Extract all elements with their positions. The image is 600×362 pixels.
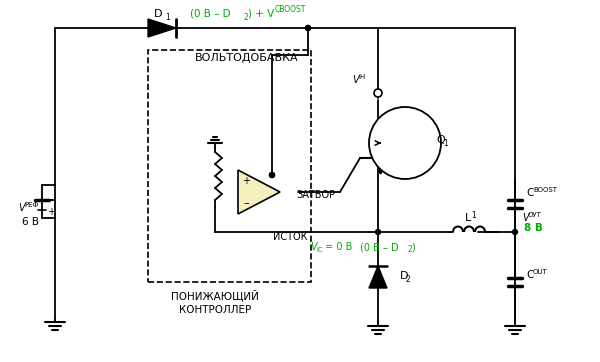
Text: ВОЛЬТОДОБАВКА: ВОЛЬТОДОБАВКА (195, 53, 299, 63)
Circle shape (305, 25, 311, 30)
Text: 2: 2 (406, 274, 411, 283)
Text: V: V (310, 242, 317, 252)
Text: C: C (526, 270, 533, 280)
Circle shape (369, 107, 441, 179)
Text: D: D (400, 271, 409, 281)
Circle shape (269, 173, 275, 177)
Text: Q: Q (436, 135, 445, 145)
Text: +: + (47, 207, 55, 217)
Text: ІН: ІН (358, 74, 365, 80)
Text: CBOOST: CBOOST (275, 5, 307, 14)
Polygon shape (148, 19, 176, 37)
Circle shape (374, 89, 382, 97)
Text: РЕФ: РЕФ (24, 202, 38, 208)
Text: ОУТ: ОУТ (528, 212, 542, 218)
Text: ЗАТВОР: ЗАТВОР (296, 190, 335, 200)
Text: L: L (465, 213, 471, 223)
Text: 1: 1 (471, 210, 476, 219)
Text: 1: 1 (165, 13, 170, 21)
Circle shape (376, 230, 380, 235)
Text: –: – (243, 198, 249, 208)
Text: 2: 2 (407, 245, 412, 254)
Text: 1: 1 (443, 139, 448, 147)
Text: КОНТРОЛЛЕР: КОНТРОЛЛЕР (179, 305, 251, 315)
Text: (0 В – D: (0 В – D (360, 242, 398, 252)
Text: ПОНИЖАЮЩИЙ: ПОНИЖАЮЩИЙ (171, 289, 259, 301)
Polygon shape (369, 266, 387, 288)
Circle shape (305, 25, 311, 30)
Text: D: D (154, 9, 162, 19)
Text: 6 В: 6 В (22, 217, 38, 227)
Text: ): ) (411, 242, 415, 252)
Text: –: – (49, 194, 53, 204)
Text: = 0 В: = 0 В (322, 242, 352, 252)
Text: C: C (526, 188, 533, 198)
Text: (0 В – D: (0 В – D (190, 9, 230, 19)
Text: ) + V: ) + V (248, 9, 274, 19)
Text: OUT: OUT (533, 269, 548, 275)
Circle shape (269, 173, 275, 177)
Text: V: V (522, 213, 529, 223)
Text: ИСТОК: ИСТОК (274, 232, 308, 242)
Text: BOOST: BOOST (533, 187, 557, 193)
Text: 8 В: 8 В (524, 223, 543, 233)
Text: V: V (18, 203, 25, 213)
Text: +: + (242, 176, 250, 186)
Polygon shape (238, 170, 280, 214)
Text: V: V (352, 75, 359, 85)
Circle shape (512, 230, 517, 235)
Text: 2: 2 (243, 13, 248, 21)
Text: ІС: ІС (316, 247, 323, 253)
